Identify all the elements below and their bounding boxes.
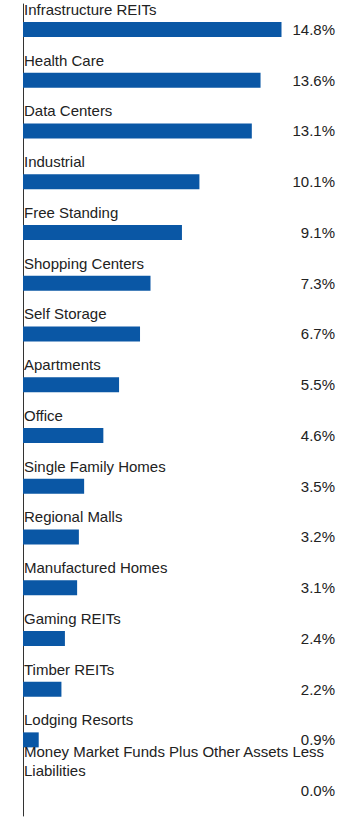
svg-text:Shopping Centers: Shopping Centers [24,255,144,272]
svg-text:Free Standing: Free Standing [24,204,118,221]
svg-text:Timber REITs: Timber REITs [24,661,114,678]
svg-text:Industrial: Industrial [24,153,85,170]
svg-text:Infrastructure REITs: Infrastructure REITs [24,1,157,18]
svg-text:Liabilities: Liabilities [24,762,86,779]
svg-text:0.9%: 0.9% [300,731,335,749]
svg-text:Health Care: Health Care [24,52,104,69]
svg-text:Manufactured Homes: Manufactured Homes [24,559,167,576]
svg-text:5.5%: 5.5% [301,376,335,393]
svg-text:3.2%: 3.2% [301,528,335,545]
svg-text:Regional Malls: Regional Malls [24,508,122,525]
svg-text:3.5%: 3.5% [301,478,335,495]
svg-text:Office: Office [24,407,63,424]
svg-text:Single Family Homes: Single Family Homes [24,458,166,475]
svg-text:13.1%: 13.1% [292,122,335,139]
svg-text:Lodging Resorts: Lodging Resorts [24,711,133,728]
svg-text:13.6%: 13.6% [292,72,335,89]
svg-text:3.1%: 3.1% [301,579,335,596]
svg-text:Gaming REITs: Gaming REITs [24,610,121,627]
svg-text:2.2%: 2.2% [301,681,335,698]
svg-text:0.0%: 0.0% [301,782,335,799]
svg-text:Self Storage: Self Storage [24,305,107,322]
svg-text:4.6%: 4.6% [301,427,335,444]
svg-text:6.7%: 6.7% [301,325,335,342]
svg-text:7.3%: 7.3% [301,275,335,292]
svg-text:10.1%: 10.1% [292,173,335,190]
svg-text:Data Centers: Data Centers [24,102,112,119]
svg-text:9.1%: 9.1% [301,224,335,241]
svg-text:2.4%: 2.4% [301,630,335,647]
svg-text:Money Market Funds Plus Other: Money Market Funds Plus Other Assets Les… [24,743,328,760]
svg-text:14.8%: 14.8% [292,21,335,38]
svg-text:Apartments: Apartments [24,356,101,373]
